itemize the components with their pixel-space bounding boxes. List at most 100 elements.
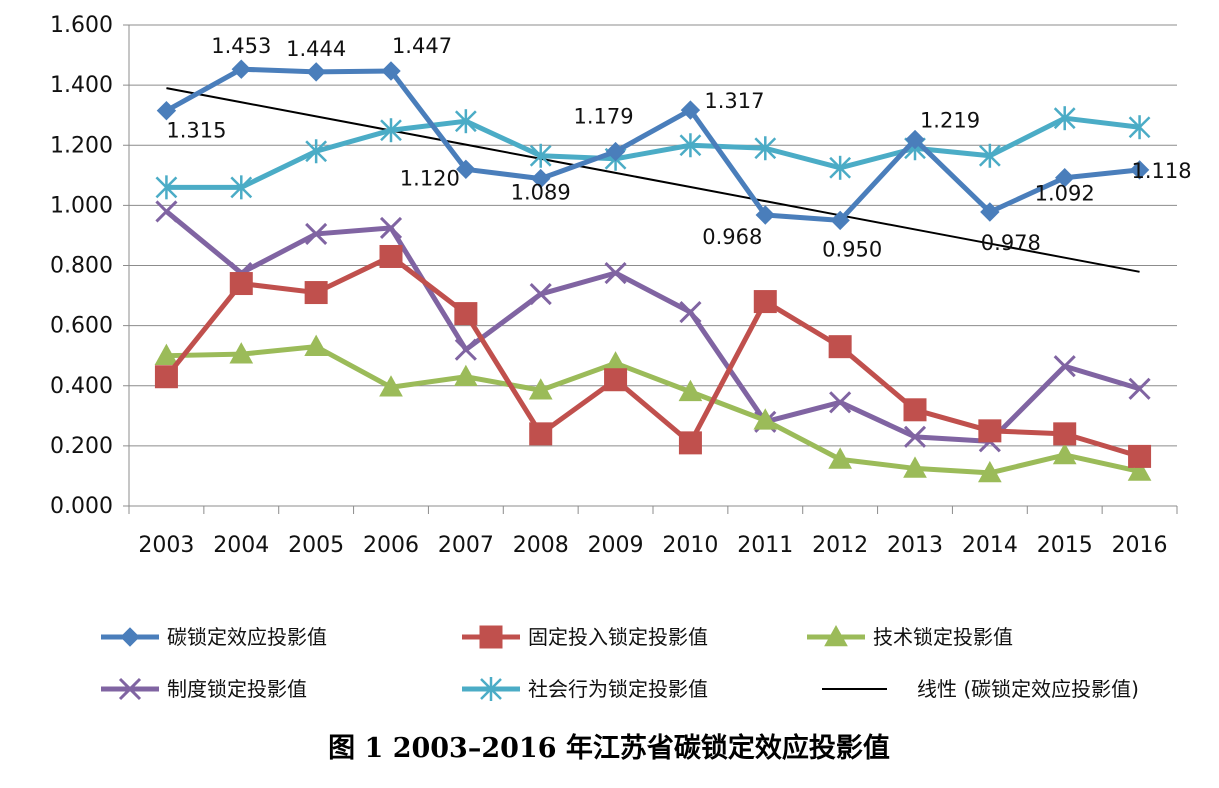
series-marker bbox=[379, 375, 403, 397]
marker-stroke bbox=[829, 391, 852, 414]
series-marker bbox=[305, 222, 328, 245]
series-marker bbox=[454, 109, 477, 134]
legend-label: 社会行为锁定投影值 bbox=[528, 677, 708, 701]
series-marker bbox=[528, 378, 553, 400]
marker-stroke bbox=[118, 677, 142, 701]
series-marker bbox=[229, 272, 253, 296]
series-marker bbox=[454, 338, 477, 361]
legend-item: 技术锁定投影值 bbox=[807, 624, 1013, 649]
data-label-layer: 1.315 1.453 1.444 1.447 1.120 1.089 1.179 1.317… bbox=[166, 34, 1191, 261]
figure-caption: 图 1 2003–2016 年江苏省碳锁定效应投影值 bbox=[328, 732, 890, 764]
series-marker bbox=[229, 342, 254, 364]
series-marker bbox=[679, 301, 702, 324]
legend-item: 线性 (碳锁定效应投影值) bbox=[822, 677, 1139, 701]
x-tick-label: 2005 bbox=[288, 533, 344, 558]
x-tick-label: 2004 bbox=[213, 533, 269, 558]
series-marker bbox=[456, 159, 476, 180]
series-marker bbox=[980, 202, 1000, 222]
data-label: 1.118 bbox=[1132, 159, 1192, 183]
data-label: 1.092 bbox=[1035, 182, 1095, 206]
series-marker bbox=[604, 368, 628, 392]
legend-marker bbox=[118, 677, 142, 701]
marker-stroke bbox=[155, 200, 178, 223]
x-tick-label: 2007 bbox=[438, 533, 494, 558]
x-tick-label: 2012 bbox=[812, 533, 868, 558]
series-marker bbox=[829, 391, 852, 414]
series-marker bbox=[306, 62, 326, 82]
series-marker bbox=[379, 216, 403, 239]
series-marker bbox=[678, 379, 703, 402]
series-marker bbox=[1053, 355, 1076, 378]
data-label: 1.317 bbox=[704, 89, 764, 113]
axes: 0.000 0.200 0.400 0.600 0.800 1.000 1.200 1.400… bbox=[50, 13, 1178, 558]
y-tick-label: 0.000 bbox=[50, 494, 113, 519]
series-marker bbox=[154, 365, 178, 389]
marker-stroke bbox=[305, 222, 328, 245]
x-tick-label: 2014 bbox=[962, 533, 1018, 558]
marker-stroke bbox=[454, 338, 477, 361]
data-label: 1.315 bbox=[166, 119, 226, 143]
data-label: 0.968 bbox=[702, 225, 762, 249]
series-marker bbox=[529, 422, 553, 446]
series-marker bbox=[529, 282, 552, 306]
y-tick-label: 0.600 bbox=[50, 314, 113, 339]
series-line bbox=[164, 253, 1141, 459]
series-marker bbox=[154, 343, 179, 365]
marker-stroke bbox=[604, 261, 627, 285]
series-marker bbox=[978, 143, 1001, 168]
series-group bbox=[155, 200, 1151, 453]
series-marker bbox=[1055, 168, 1075, 188]
data-label: 1.447 bbox=[392, 34, 452, 58]
series-marker bbox=[604, 261, 627, 285]
series-marker bbox=[531, 168, 551, 189]
series-marker bbox=[1052, 442, 1077, 465]
series-group bbox=[154, 244, 1152, 468]
series-marker bbox=[304, 281, 328, 305]
trendline bbox=[166, 87, 1140, 273]
legend-marker bbox=[824, 624, 848, 647]
x-tick-label: 2010 bbox=[662, 533, 718, 558]
series-marker bbox=[680, 100, 701, 120]
series-marker bbox=[828, 447, 852, 469]
series-marker bbox=[829, 155, 852, 180]
data-label: 1.219 bbox=[920, 109, 980, 133]
series-marker bbox=[905, 129, 925, 150]
data-label: 1.120 bbox=[400, 166, 460, 190]
legend-marker bbox=[120, 627, 140, 647]
legend-item: 社会行为锁定投影值 bbox=[462, 677, 708, 701]
x-tick-label: 2013 bbox=[887, 533, 943, 558]
legend-label: 线性 (碳锁定效应投影值) bbox=[917, 677, 1139, 701]
x-tick-label: 2009 bbox=[588, 533, 644, 558]
marker-stroke bbox=[529, 282, 552, 306]
data-label: 1.453 bbox=[211, 34, 271, 58]
series-marker bbox=[155, 175, 178, 200]
series-layer bbox=[154, 59, 1152, 483]
series-marker bbox=[903, 425, 927, 448]
marker-stroke bbox=[1128, 377, 1151, 400]
data-label: 0.950 bbox=[822, 237, 882, 261]
y-tick-label: 1.200 bbox=[50, 133, 113, 158]
marker-stroke bbox=[1053, 355, 1076, 378]
series-marker bbox=[755, 205, 775, 225]
marker-stroke bbox=[679, 301, 702, 324]
series-marker bbox=[381, 61, 401, 81]
series-marker bbox=[1128, 115, 1151, 140]
series-line bbox=[166, 344, 1141, 476]
series-marker bbox=[304, 334, 328, 356]
x-tick-label: 2011 bbox=[737, 533, 793, 558]
legend-item: 碳锁定效应投影值 bbox=[101, 625, 327, 649]
y-tick-label: 0.400 bbox=[50, 374, 113, 399]
series-marker bbox=[156, 100, 177, 121]
series-marker bbox=[155, 200, 178, 223]
marker-stroke bbox=[903, 425, 927, 448]
series-marker bbox=[1127, 459, 1152, 481]
series-marker bbox=[605, 141, 626, 162]
y-tick-label: 1.000 bbox=[50, 193, 113, 218]
series-marker bbox=[753, 408, 778, 430]
series-marker bbox=[231, 59, 251, 79]
legend-item: 制度锁定投影值 bbox=[101, 677, 307, 701]
series-marker bbox=[754, 136, 777, 161]
